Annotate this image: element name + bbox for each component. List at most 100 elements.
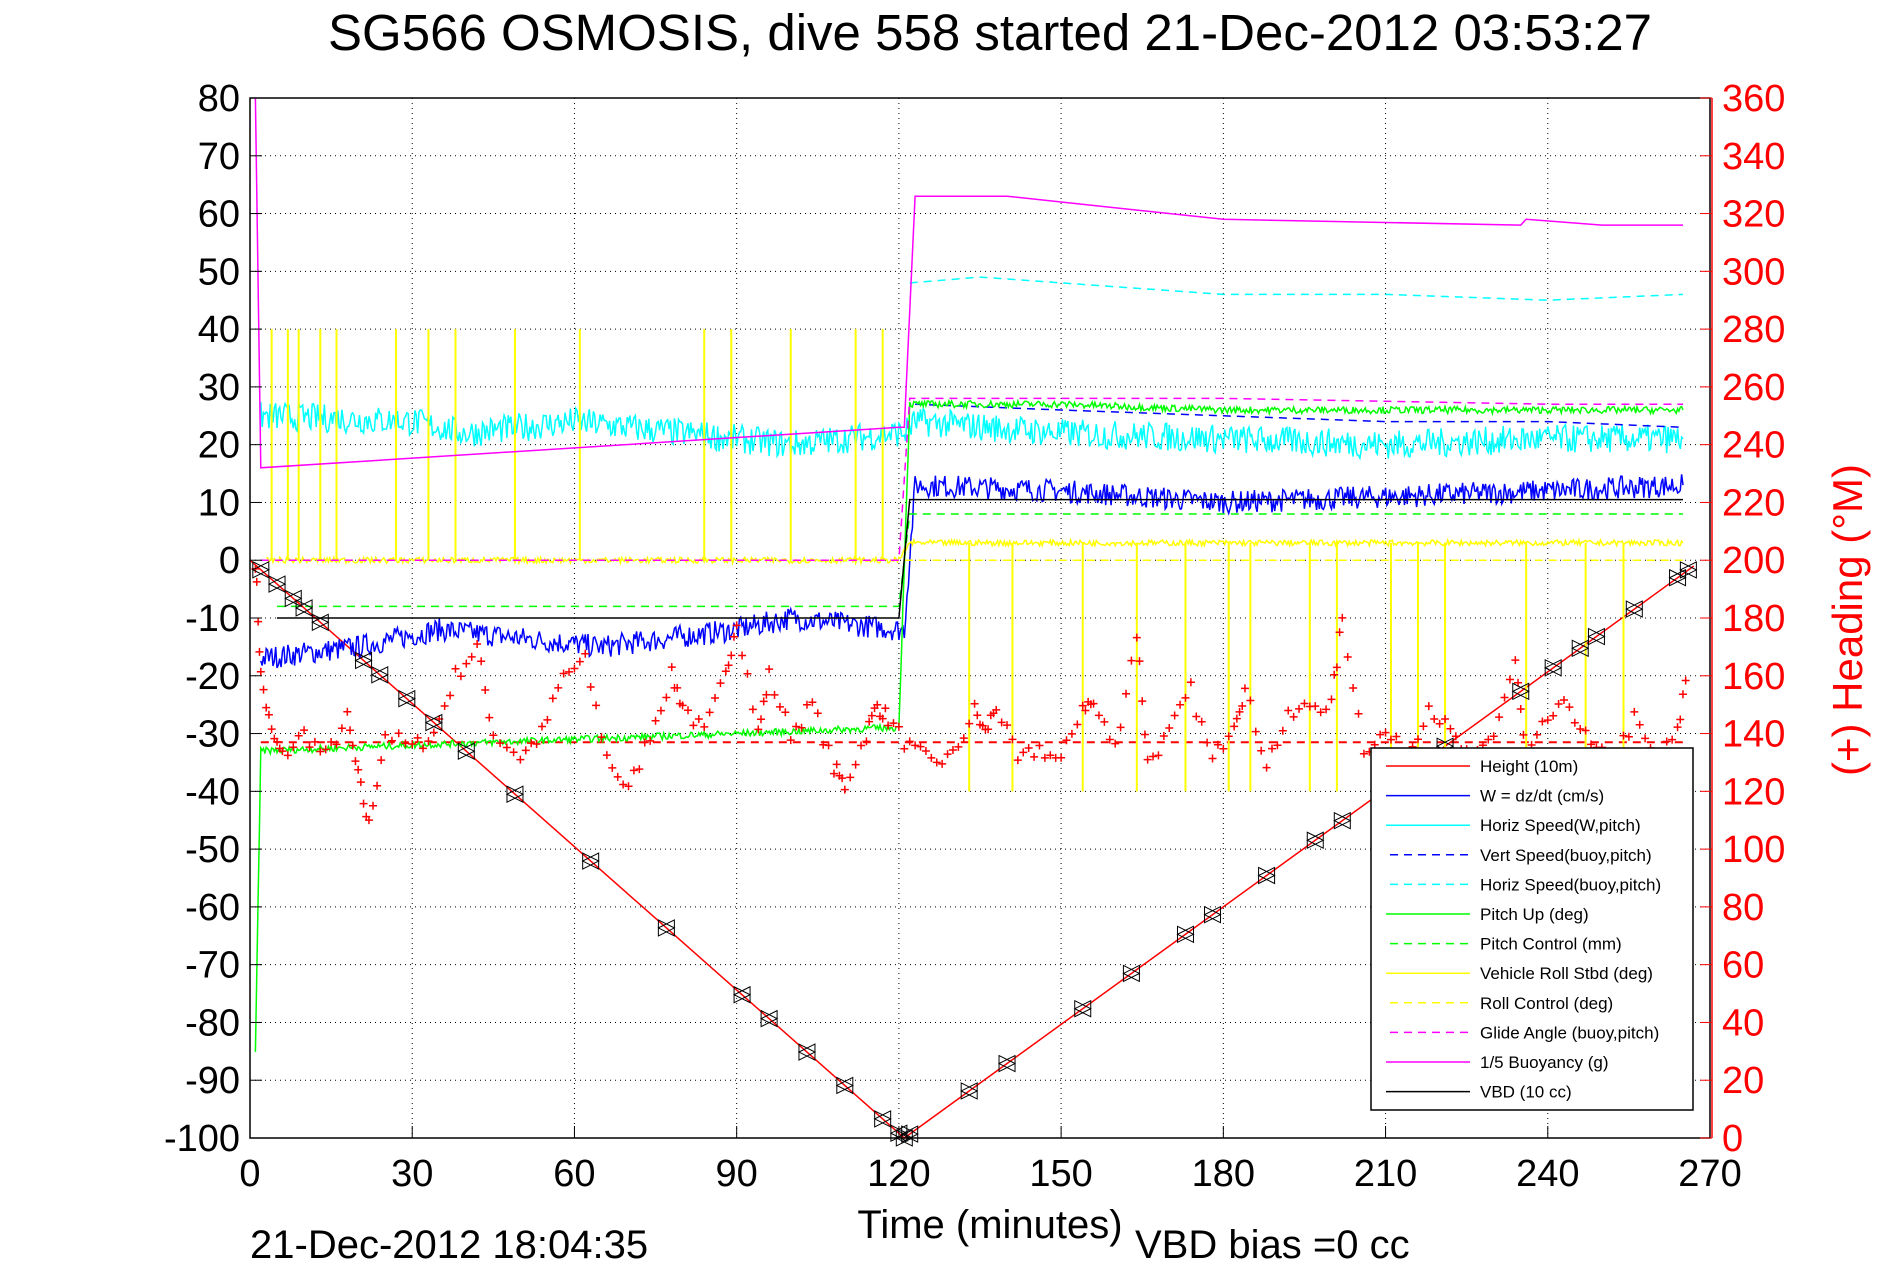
- heading-point: [781, 708, 790, 717]
- heading-point: [592, 701, 601, 710]
- heading-point: [346, 726, 355, 735]
- heading-point: [656, 706, 665, 715]
- heading-point: [1268, 744, 1276, 753]
- heading-point: [1232, 714, 1241, 723]
- heading-point: [273, 737, 282, 746]
- right-tick-label: 280: [1722, 309, 1785, 351]
- heading-point: [1094, 711, 1103, 720]
- height-marker: [1333, 811, 1352, 830]
- legend-label: 1/5 Buoyancy (g): [1480, 1053, 1609, 1072]
- heading-point: [1332, 663, 1341, 672]
- series-line-5: [254, 398, 1684, 1052]
- heading-point: [1278, 726, 1287, 735]
- heading-point: [1376, 730, 1385, 739]
- heading-point: [1414, 735, 1422, 744]
- heading-point: [532, 739, 541, 748]
- heading-point: [1641, 734, 1650, 743]
- series-line-11: [277, 498, 1683, 619]
- heading-point: [359, 799, 368, 808]
- height-marker: [1073, 999, 1092, 1018]
- height-marker: [1679, 561, 1698, 579]
- height-marker: [424, 713, 443, 732]
- y-tick-label: 60: [198, 194, 240, 236]
- heading-point: [873, 700, 882, 709]
- height-marker: [1122, 964, 1141, 983]
- height-marker: [1571, 639, 1590, 658]
- heading-point: [1335, 628, 1344, 637]
- right-tick-label: 140: [1722, 714, 1785, 756]
- legend-label: Vehicle Roll Stbd (deg): [1480, 964, 1653, 983]
- heading-point: [716, 679, 725, 688]
- height-marker: [1306, 831, 1325, 850]
- series-line-4: [909, 276, 1684, 301]
- heading-point: [477, 657, 486, 666]
- heading-point: [446, 691, 455, 700]
- heading-point: [857, 741, 866, 750]
- y-tick-label: -90: [185, 1060, 240, 1102]
- legend-label: Pitch Up (deg): [1480, 905, 1589, 924]
- height-marker: [284, 589, 303, 608]
- heading-point: [862, 737, 871, 746]
- heading-point: [1514, 678, 1523, 687]
- heading-point: [775, 702, 784, 711]
- x-tick-label: 30: [391, 1153, 433, 1195]
- x-axis-label: Time (minutes): [857, 1203, 1122, 1247]
- heading-point: [1035, 741, 1044, 750]
- heading-point: [705, 708, 714, 717]
- vbd-bias: VBD bias =0 cc: [1135, 1223, 1410, 1262]
- heading-point: [1078, 701, 1087, 710]
- heading-point: [765, 665, 774, 674]
- height-marker: [873, 1110, 892, 1128]
- heading-point: [1030, 752, 1039, 761]
- heading-point: [1111, 739, 1120, 748]
- height-marker: [267, 575, 287, 593]
- series-layer: [249, 97, 1698, 1147]
- heading-point: [943, 750, 952, 759]
- heading-point: [1100, 717, 1109, 726]
- heading-point: [673, 683, 682, 692]
- heading-point: [377, 756, 386, 765]
- heading-point: [711, 693, 720, 702]
- legend-box: [1370, 747, 1694, 1111]
- heading-point: [1316, 708, 1325, 717]
- height-marker: [370, 666, 389, 684]
- heading-point: [451, 664, 460, 673]
- heading-point: [1197, 717, 1206, 726]
- legend-label: Roll Control (deg): [1480, 994, 1613, 1013]
- height-marker: [1587, 627, 1606, 646]
- legend-label: Glide Angle (buoy,pitch): [1480, 1023, 1659, 1042]
- heading-point: [327, 737, 336, 746]
- heading-point: [1549, 711, 1558, 720]
- x-tick-label: 240: [1516, 1153, 1579, 1195]
- heading-point: [684, 706, 692, 715]
- right-tick-label: 220: [1722, 482, 1785, 524]
- heading-point: [516, 755, 525, 764]
- heading-point: [1135, 657, 1144, 666]
- height-marker: [1511, 682, 1530, 701]
- y-tick-label: -10: [185, 598, 240, 640]
- heading-point: [1105, 735, 1114, 744]
- height-marker: [311, 613, 330, 632]
- heading-point: [1251, 727, 1260, 736]
- heading-point: [538, 722, 546, 731]
- heading-point: [867, 711, 876, 720]
- heading-point: [1676, 715, 1685, 724]
- heading-point: [1246, 696, 1255, 705]
- heading-point: [1224, 732, 1233, 741]
- heading-point: [554, 683, 563, 692]
- heading-point: [305, 743, 314, 752]
- heading-point: [1662, 737, 1671, 746]
- heading-point: [310, 737, 319, 746]
- series-line-2: [260, 401, 1684, 461]
- heading-point: [1219, 744, 1228, 753]
- heading-point: [1419, 722, 1428, 731]
- heading-point: [1511, 656, 1520, 665]
- heading-point: [1273, 741, 1282, 750]
- heading-point: [1240, 684, 1249, 693]
- right-axis-label: (+) Heading (°M): [1824, 464, 1871, 776]
- heading-point: [1127, 656, 1136, 665]
- heading-point: [667, 663, 676, 672]
- y-tick-label: -30: [185, 714, 240, 756]
- heading-point: [678, 701, 687, 710]
- heading-point: [570, 664, 579, 673]
